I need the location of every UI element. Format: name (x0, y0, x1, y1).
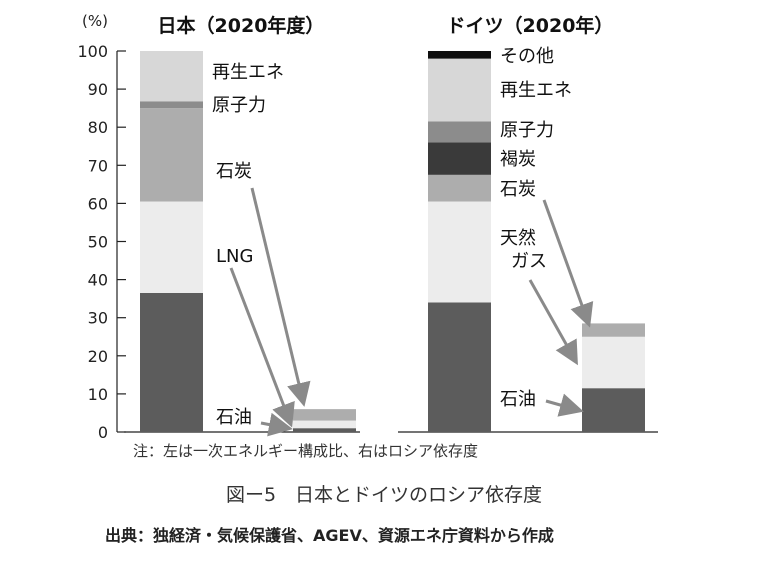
category-label: 天然 (500, 228, 536, 249)
bar-segment (428, 302, 491, 432)
y-tick-label: 20 (88, 347, 108, 366)
bar-segment (293, 409, 356, 421)
y-tick-label: 80 (88, 118, 108, 137)
connector-arrow (545, 393, 584, 417)
bar-segment (293, 428, 356, 432)
bar-segment (140, 108, 203, 202)
bar-segment (428, 201, 491, 303)
connector-arrow (260, 412, 293, 437)
bar-segment (428, 142, 491, 175)
chart-note: 注：左は一次エネルギー構成比、右はロシア依存度 (133, 442, 479, 460)
bar-segment (582, 336, 645, 389)
y-tick-label: 0 (98, 423, 108, 440)
y-tick-label: 40 (88, 271, 108, 290)
connector-arrow (528, 279, 578, 366)
category-label: その他 (500, 46, 554, 67)
bar-segment (428, 51, 491, 59)
category-label: 再生エネ (500, 80, 572, 101)
y-tick-label: 50 (88, 233, 108, 252)
category-label: 石油 (500, 389, 536, 410)
category-label: 再生エネ (212, 62, 284, 83)
connector-arrow (542, 199, 594, 328)
bar-segment (140, 292, 203, 432)
category-label: 原子力 (500, 120, 554, 141)
category-label: 石炭 (500, 179, 536, 200)
connector-arrow (250, 187, 311, 407)
stacked-bar-chart: (%) 0 10 20 30 40 50 60 70 80 90 100 日本（2020年度） ドイツ（2… (77, 12, 658, 440)
bar-segment (428, 58, 491, 122)
y-tick-label: 10 (88, 385, 108, 404)
bar-segment (140, 201, 203, 293)
y-tick-label: 100 (77, 42, 108, 61)
y-tick-label: 90 (88, 80, 108, 99)
category-label: 石炭 (216, 161, 252, 182)
y-axis-unit: (%) (82, 12, 108, 30)
category-label: 褐炭 (500, 149, 536, 170)
y-tick-label: 60 (88, 194, 108, 213)
source-line: 出典：独経済・気候保護省、AGEV、資源エネ庁資料から作成 (105, 526, 554, 545)
bar-segment (428, 121, 491, 143)
bar-segment (582, 388, 645, 432)
panel-title: 日本（2020年度） (158, 14, 325, 37)
panel-title: ドイツ（2020年） (447, 14, 614, 37)
connector-arrow (229, 267, 295, 428)
category-label: 石油 (216, 407, 252, 428)
category-label: 原子力 (212, 95, 266, 116)
category-label-cont: ガス (511, 251, 547, 272)
y-tick-label: 70 (88, 156, 108, 175)
figure-caption: 図ー5 日本とドイツのロシア依存度 (225, 484, 543, 506)
category-label: LNG (216, 246, 253, 267)
bar-segment (140, 101, 203, 109)
bar-segment (582, 323, 645, 337)
bar-segment (293, 420, 356, 429)
y-tick-label: 30 (88, 309, 108, 328)
bar-segment (140, 51, 203, 102)
bar-segment (428, 174, 491, 202)
